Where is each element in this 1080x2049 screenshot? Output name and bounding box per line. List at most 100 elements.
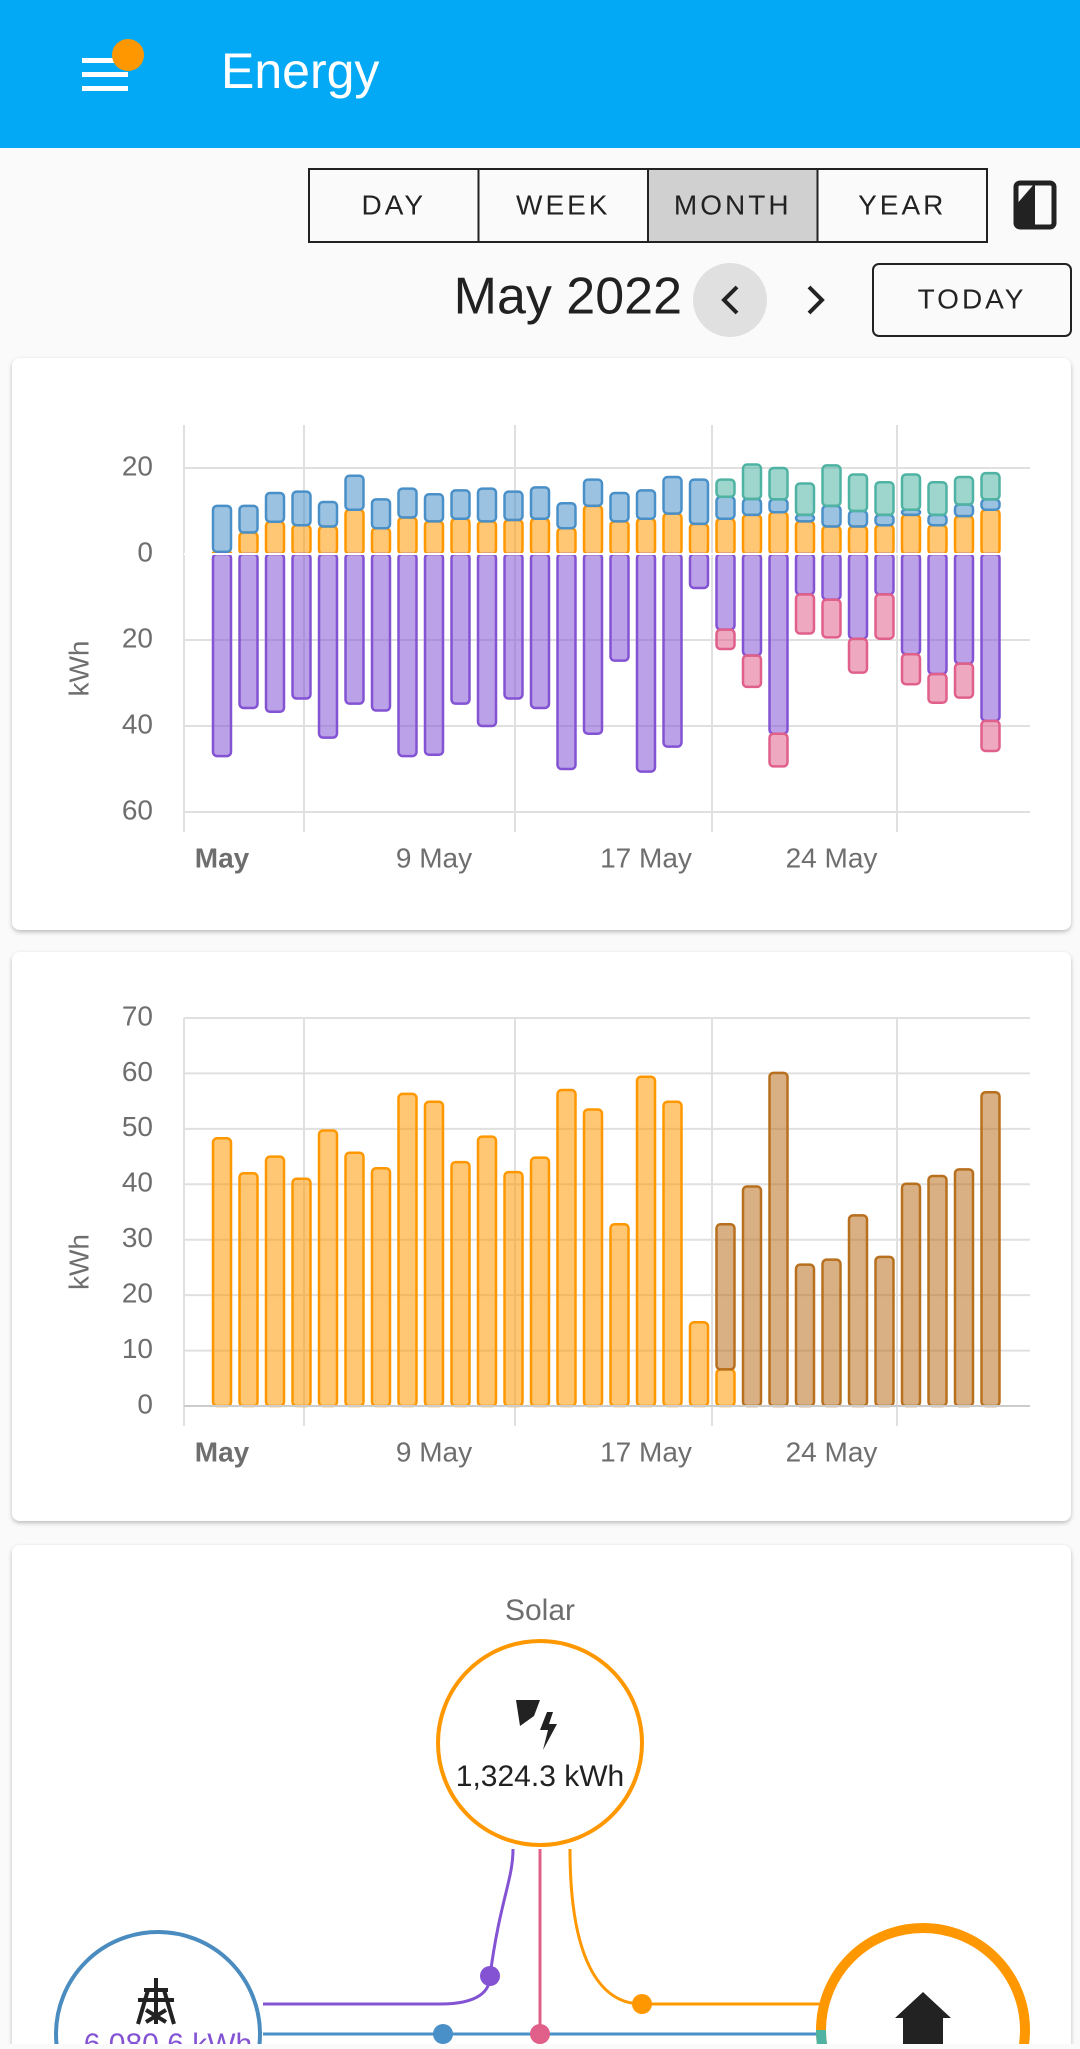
bar-segment	[423, 520, 445, 556]
next-icon	[807, 285, 825, 315]
bar-segment	[900, 513, 922, 556]
bar-segment	[847, 525, 869, 556]
bar-segment	[450, 1160, 471, 1408]
bar-segment	[688, 478, 710, 526]
flow-dot	[530, 2024, 550, 2044]
bar-segment	[821, 1258, 842, 1408]
flow-dot	[480, 1966, 500, 1986]
bar-segment	[291, 523, 312, 556]
menu-line	[82, 86, 128, 91]
bar-segment	[847, 1214, 869, 1408]
bar-segment	[715, 1368, 736, 1408]
bar-segment	[688, 522, 710, 556]
bar-segment	[847, 473, 869, 513]
y-tick-label: 60	[122, 1056, 153, 1087]
compare-button[interactable]	[1013, 180, 1057, 230]
bar-segment	[874, 593, 895, 640]
bar-segment	[397, 552, 418, 758]
bar-segment	[423, 552, 445, 757]
x-tick-label: May	[195, 1436, 250, 1467]
bar-segment	[317, 1129, 339, 1408]
bar-segment	[900, 652, 922, 686]
bar-segment	[370, 1166, 392, 1408]
x-tick-label: 17 May	[600, 842, 692, 873]
bar-segment	[953, 475, 975, 506]
bar-segment	[741, 654, 763, 689]
bar-segment	[768, 498, 789, 514]
bar-segment	[291, 490, 312, 527]
bar-segment	[556, 1088, 577, 1408]
bar-segment	[821, 598, 842, 639]
bar-segment	[980, 1091, 1001, 1408]
bar-segment	[238, 552, 259, 710]
bar-segment	[662, 512, 683, 556]
bar-segment	[529, 552, 551, 710]
solar-circle	[436, 1639, 644, 1847]
bar-segment	[582, 1108, 604, 1408]
period-tab[interactable]: DAY	[308, 168, 480, 243]
period-label: May 2022	[454, 268, 682, 326]
y-tick-label: 60	[122, 794, 153, 825]
y-tick-label: 70	[122, 1000, 153, 1031]
bar-segment	[635, 552, 657, 773]
bar-segment	[980, 498, 1001, 511]
menu-line	[82, 72, 128, 77]
bar-segment	[715, 478, 736, 499]
bar-segment	[211, 1137, 233, 1408]
bar-segment	[900, 552, 922, 656]
bar-segment	[927, 513, 948, 527]
bar-segment	[874, 552, 895, 596]
menu-button[interactable]	[82, 39, 144, 91]
bar-segment	[715, 1222, 736, 1371]
home-node[interactable]	[815, 1923, 1030, 2049]
x-tick-label: 17 May	[600, 1436, 692, 1467]
bar-segment	[238, 531, 259, 556]
today-label: TODAY	[918, 283, 1027, 314]
bar-segment	[794, 593, 816, 635]
bar-segment	[344, 474, 365, 511]
period-tab[interactable]: YEAR	[816, 168, 988, 243]
bar-segment	[847, 552, 869, 640]
next-button[interactable]	[807, 285, 825, 315]
bar-segment	[741, 463, 763, 501]
bar-segment	[582, 478, 604, 508]
x-tick-label: 9 May	[396, 1436, 472, 1467]
bar-segment	[927, 523, 948, 556]
bar-segment	[794, 520, 816, 556]
solar-node[interactable]: 1,324.3 kWh	[436, 1639, 644, 1847]
bar-segment	[450, 552, 471, 705]
bar-segment	[423, 492, 445, 523]
bar-segment	[847, 509, 869, 528]
tab-label: DAY	[362, 189, 427, 220]
today-button[interactable]: TODAY	[872, 263, 1072, 337]
period-tab[interactable]: MONTH	[647, 168, 819, 243]
bar-segment	[317, 525, 339, 556]
bar-segment	[741, 513, 763, 556]
bar-segment	[980, 552, 1001, 723]
x-tick-label: 24 May	[786, 1436, 878, 1467]
bar-segment	[450, 489, 471, 520]
solar-label: Solar	[505, 1594, 575, 1627]
bar-segment	[423, 1100, 445, 1408]
today-border	[872, 263, 1072, 337]
x-tick-label: May	[195, 842, 250, 873]
bar-segment	[821, 464, 842, 508]
bar-segment	[264, 491, 286, 524]
bar-segment	[874, 523, 895, 556]
tab-bg	[816, 168, 988, 243]
y-tick-label: 30	[122, 1222, 153, 1253]
bar-segment	[503, 518, 524, 556]
bar-segment	[794, 1263, 816, 1408]
previous-bg	[693, 263, 767, 337]
grid-node[interactable]: 6,080.6 kWh	[54, 1930, 262, 2049]
bar-segment	[927, 672, 948, 705]
period-tab[interactable]: WEEK	[477, 168, 649, 243]
bar-segment	[688, 1321, 710, 1408]
previous-button[interactable]	[693, 263, 767, 337]
bar-segment	[609, 552, 630, 662]
bar-segment	[556, 502, 577, 530]
bar-segment	[370, 552, 392, 712]
bar-segment	[291, 552, 312, 700]
y-tick-label: 40	[122, 1167, 153, 1198]
